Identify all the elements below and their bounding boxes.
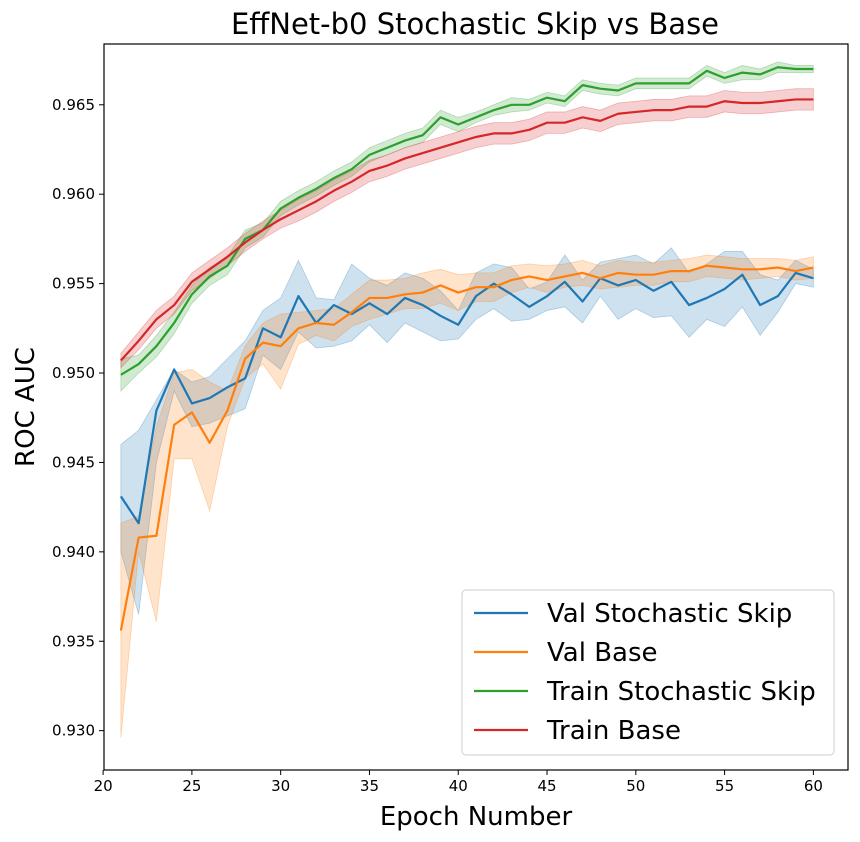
legend-items: Val Stochastic Skip Val Base Train Stochas… [474, 599, 816, 746]
y-tick-label: 0.955 [52, 275, 95, 293]
x-tick-label: 60 [804, 777, 823, 795]
band-train-stochastic-skip [120, 61, 814, 392]
x-tick-label: 35 [360, 777, 379, 795]
y-tick-label: 0.960 [52, 185, 95, 203]
y-tick-label: 0.935 [52, 632, 95, 650]
y-axis-label: ROC AUC [11, 347, 41, 467]
x-tick-label: 40 [449, 777, 468, 795]
x-tick-label: 25 [182, 777, 201, 795]
line-train-base [120, 98, 814, 362]
legend: Val Stochastic Skip Val Base Train Stochas… [461, 589, 835, 756]
x-tick-label: 55 [715, 777, 734, 795]
legend-label-val-stochastic-skip: Val Stochastic Skip [547, 599, 792, 629]
y-tick-label: 0.930 [52, 722, 95, 740]
line-val-base [119, 264, 814, 631]
x-axis-label: Epoch Number [380, 802, 573, 832]
line-train-stochastic-skip [120, 66, 814, 376]
legend-box [461, 589, 835, 756]
y-tick-label: 0.965 [52, 96, 95, 114]
y-tick-label: 0.950 [52, 364, 95, 382]
y-tick-label: 0.940 [52, 543, 95, 561]
legend-label-train-base: Train Base [546, 716, 681, 746]
x-tick-label: 20 [94, 777, 113, 795]
band-val-stochastic-skip [120, 247, 814, 615]
confidence-bands [120, 61, 814, 738]
x-axis-ticks: 20 25 30 35 40 45 50 55 60 [94, 770, 823, 795]
x-tick-label: 50 [626, 777, 645, 795]
band-train-base [120, 88, 814, 369]
x-tick-label: 45 [537, 777, 556, 795]
y-axis-ticks: 0.930 0.935 0.940 0.945 0.950 0.955 0.960 0.965 [52, 96, 104, 740]
x-tick-label: 30 [271, 777, 290, 795]
plot-frame [103, 43, 849, 771]
chart-title: EffNet-b0 Stochastic Skip vs Base [231, 7, 719, 41]
y-tick-label: 0.945 [52, 453, 95, 471]
series-lines [119, 66, 814, 631]
legend-label-train-stochastic-skip: Train Stochastic Skip [546, 677, 816, 707]
legend-label-val-base: Val Base [547, 638, 658, 668]
